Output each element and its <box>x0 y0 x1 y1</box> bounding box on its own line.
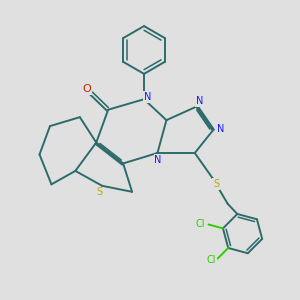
Text: N: N <box>196 96 203 106</box>
Text: N: N <box>144 92 151 102</box>
Text: N: N <box>154 154 162 165</box>
Text: O: O <box>82 84 91 94</box>
Text: Cl: Cl <box>196 219 205 229</box>
Text: S: S <box>97 188 103 197</box>
Text: Cl: Cl <box>207 255 217 265</box>
Text: S: S <box>213 179 219 189</box>
Text: N: N <box>218 124 225 134</box>
